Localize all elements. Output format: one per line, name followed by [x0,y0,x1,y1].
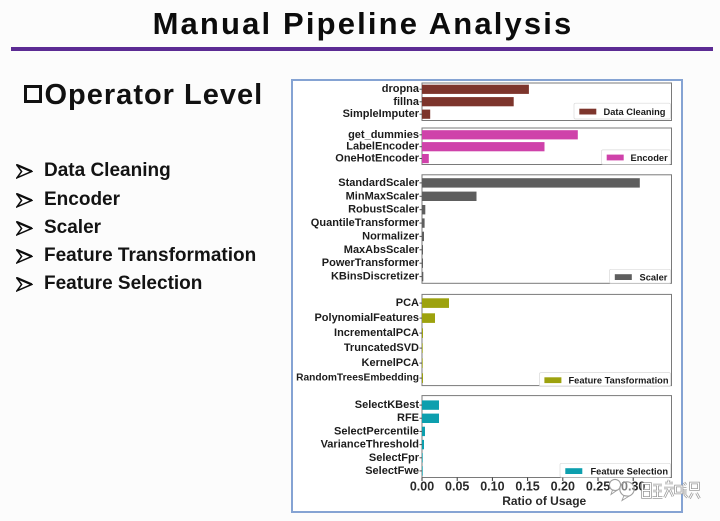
svg-text:get_dummies: get_dummies [348,129,419,141]
svg-text:0.20: 0.20 [551,480,575,494]
svg-text:TruncatedSVD: TruncatedSVD [344,342,419,354]
svg-text:RFE: RFE [397,412,419,424]
svg-text:SelectPercentile: SelectPercentile [334,425,419,437]
svg-text:0.15: 0.15 [515,480,539,494]
svg-text:PCA: PCA [396,297,419,309]
svg-text:SelectFwe: SelectFwe [365,465,419,477]
svg-text:StandardScaler: StandardScaler [338,177,419,189]
svg-text:0.25: 0.25 [586,480,610,494]
svg-text:QuantileTransformer: QuantileTransformer [311,217,420,229]
svg-text:Encoder: Encoder [631,153,669,163]
svg-text:MaxAbsScaler: MaxAbsScaler [344,244,420,256]
svg-text:Normalizer: Normalizer [362,230,420,242]
svg-text:RandomTreesEmbedding: RandomTreesEmbedding [296,373,419,384]
svg-text:SelectFpr: SelectFpr [369,452,420,464]
svg-text:SimpleImputer: SimpleImputer [343,108,420,120]
svg-text:0.05: 0.05 [445,480,469,494]
svg-text:IncrementalPCA: IncrementalPCA [334,327,419,339]
svg-text:Feature Tansformation: Feature Tansformation [569,376,669,386]
svg-text:Feature Selection: Feature Selection [591,466,669,476]
svg-text:PolynomialFeatures: PolynomialFeatures [314,312,419,324]
svg-text:0.00: 0.00 [410,480,434,494]
svg-text:Scaler: Scaler [640,272,668,282]
svg-text:OneHotEncoder: OneHotEncoder [335,153,419,165]
svg-text:0.10: 0.10 [480,480,504,494]
svg-text:KernelPCA: KernelPCA [362,357,420,369]
svg-text:dropna: dropna [382,83,420,95]
svg-text:PowerTransformer: PowerTransformer [322,257,420,269]
svg-text:MinMaxScaler: MinMaxScaler [346,190,420,202]
svg-text:fillna: fillna [393,96,420,108]
svg-text:VarianceThreshold: VarianceThreshold [321,439,419,451]
svg-text:KBinsDiscretizer: KBinsDiscretizer [331,271,420,283]
svg-text:RobustScaler: RobustScaler [348,204,420,216]
svg-text:Data Cleaning: Data Cleaning [604,107,666,117]
svg-text:LabelEncoder: LabelEncoder [346,141,419,153]
svg-text:Ratio of Usage: Ratio of Usage [502,494,586,508]
svg-text:SelectKBest: SelectKBest [355,399,420,411]
